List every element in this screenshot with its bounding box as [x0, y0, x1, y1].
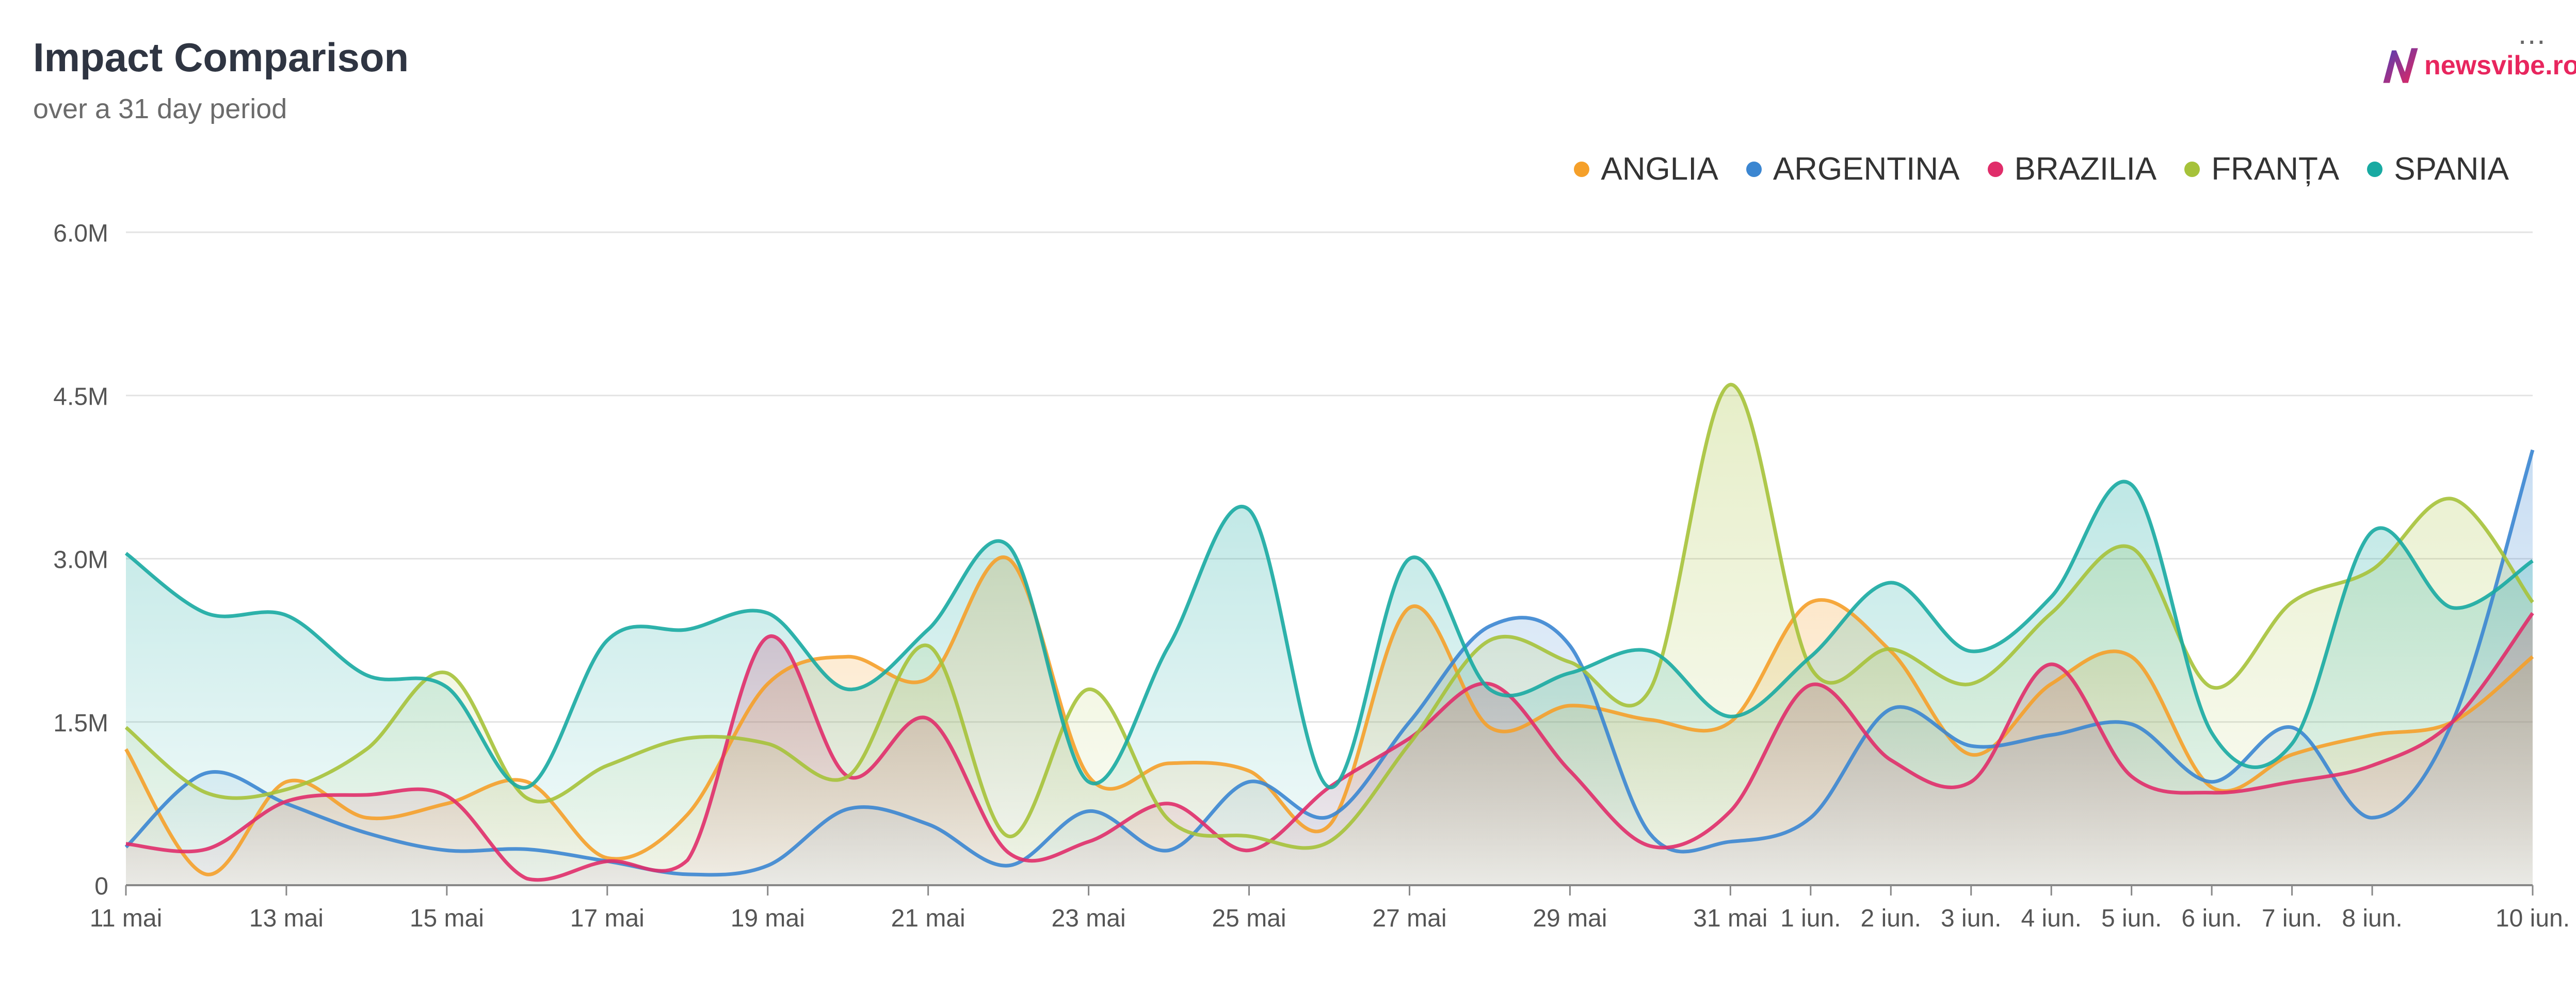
y-tick-label: 0	[94, 873, 108, 900]
legend-label: BRAZILIA	[2014, 151, 2157, 187]
chart-title: Impact Comparison	[33, 35, 409, 80]
chart-subtitle: over a 31 day period	[33, 93, 287, 124]
x-tick-label: 15 mai	[410, 905, 484, 932]
legend-marker	[2367, 161, 2383, 177]
legend-item-anglia[interactable]: ANGLIA	[1574, 151, 1718, 187]
legend-marker	[1574, 161, 1590, 177]
series-line-brazilia[interactable]	[125, 612, 2534, 882]
y-tick-label: 3.0M	[53, 547, 108, 574]
x-tick-label: 5 iun.	[2101, 905, 2162, 932]
series-lines[interactable]	[124, 382, 2535, 882]
series-line-anglia[interactable]	[124, 555, 2534, 876]
x-tick-label: 25 mai	[1212, 905, 1286, 932]
x-tick-label: 3 iun.	[1941, 905, 2001, 932]
x-tick-label: 10 iun.	[2496, 905, 2570, 932]
axes: 0 1.5M 3.0M 4.5M 6.0M 11 mai 13 mai 15 mai 17 ma…	[53, 220, 2570, 932]
newsvibe-logo-icon	[2383, 48, 2418, 83]
series-line-argentina[interactable]	[124, 449, 2535, 877]
x-tick-label: 8 iun.	[2342, 905, 2402, 932]
y-tick-label: 6.0M	[53, 220, 108, 247]
x-tick-label: 21 mai	[891, 905, 965, 932]
legend-marker	[2184, 161, 2200, 177]
legend-label: SPANIA	[2394, 151, 2509, 187]
logo-text: newsvibe.ro	[2424, 51, 2576, 81]
legend-item-argentina[interactable]: ARGENTINA	[1746, 151, 1960, 187]
legend-label: FRANȚA	[2211, 151, 2340, 187]
x-tick-label: 11 mai	[90, 905, 163, 932]
legend-item-spania[interactable]: SPANIA	[2367, 151, 2509, 187]
x-tick-label: 7 iun.	[2262, 905, 2322, 932]
x-tick-label: 29 mai	[1533, 905, 1607, 932]
legend-item-franța[interactable]: FRANȚA	[2184, 151, 2339, 187]
x-tick-label: 2 iun.	[1861, 905, 1921, 932]
x-tick-label: 1 iun.	[1780, 905, 1841, 932]
x-tick-label: 4 iun.	[2021, 905, 2081, 932]
legend-marker	[1987, 161, 2003, 177]
series-areas	[126, 385, 2533, 885]
x-tick-label: 27 mai	[1372, 905, 1446, 932]
more-options-button[interactable]: ...	[2518, 17, 2547, 51]
x-tick-label: 19 mai	[731, 905, 805, 932]
legend-label: ANGLIA	[1601, 151, 1718, 187]
chart-legend: ANGLIA ARGENTINA BRAZILIA FRANȚA SPANIA	[1574, 151, 2509, 187]
x-tick-label: 23 mai	[1052, 905, 1126, 932]
legend-marker	[1746, 161, 1762, 177]
series-line-franța[interactable]	[124, 382, 2534, 850]
brand-logo[interactable]: newsvibe.ro	[2379, 42, 2576, 89]
legend-item-brazilia[interactable]: BRAZILIA	[1987, 151, 2157, 187]
x-tick-label: 31 mai	[1693, 905, 1767, 932]
y-tick-label: 4.5M	[53, 383, 108, 410]
y-tick-label: 1.5M	[53, 710, 108, 737]
x-tick-label: 6 iun.	[2181, 905, 2242, 932]
legend-label: ARGENTINA	[1773, 151, 1960, 187]
x-tick-label: 17 mai	[570, 905, 645, 932]
series-line-spania[interactable]	[124, 479, 2534, 790]
x-tick-label: 13 mai	[249, 905, 324, 932]
